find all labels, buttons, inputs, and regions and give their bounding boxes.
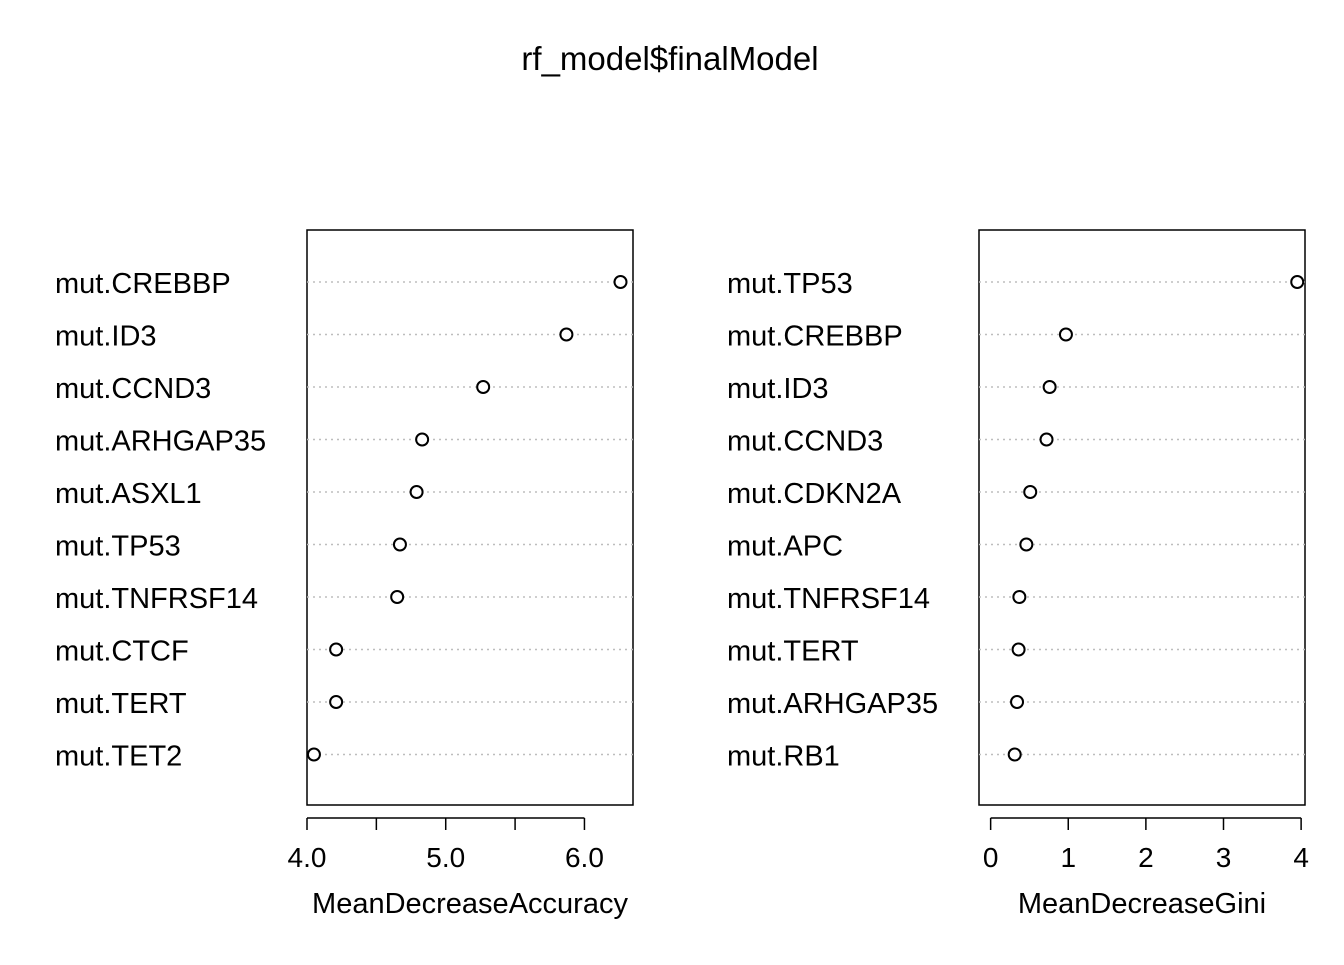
gini-data-point [1019, 537, 1034, 552]
accuracy-x-tick-label: 6.0 [565, 842, 604, 873]
gini-data-point [1010, 695, 1025, 709]
accuracy-data-point [476, 380, 491, 394]
accuracy-data-point [329, 695, 344, 709]
accuracy-plot-frame [306, 229, 634, 806]
gini-data-point [1058, 327, 1073, 342]
accuracy-category-label: mut.CREBBP [55, 268, 231, 300]
gini-data-point [1023, 485, 1038, 499]
gini-x-tick-label: 1 [1060, 842, 1076, 873]
gini-data-point [1290, 275, 1305, 289]
gini-x-tick-label: 4 [1293, 842, 1309, 873]
gini-category-label: mut.ARHGAP35 [727, 688, 938, 720]
gini-category-label: mut.TERT [727, 636, 859, 668]
accuracy-category-label: mut.ASXL1 [55, 478, 202, 510]
accuracy-category-label: mut.TNFRSF14 [55, 583, 258, 615]
gini-data-point [1011, 642, 1026, 657]
gini-panel: mut.TP53 mut.CREBBP mut.ID3 mut.CCND3 mut.CD… [727, 229, 1309, 920]
gini-category-label: mut.APC [727, 531, 843, 563]
gini-data-point [1012, 590, 1027, 604]
gini-data-point [1007, 747, 1022, 762]
accuracy-x-axis-label: MeanDecreaseAccuracy [312, 888, 628, 920]
accuracy-category-label: mut.ARHGAP35 [55, 426, 266, 458]
gini-category-label: mut.TP53 [727, 268, 853, 300]
accuracy-category-label: mut.ID3 [55, 321, 157, 353]
accuracy-category-label: mut.CTCF [55, 636, 189, 668]
gini-category-label: mut.TNFRSF14 [727, 583, 930, 615]
gini-x-tick-label: 2 [1138, 842, 1154, 873]
gini-x-tick-label: 0 [983, 842, 999, 873]
accuracy-category-label: mut.TERT [55, 688, 187, 720]
gini-x-axis-label: MeanDecreaseGini [1018, 888, 1266, 920]
gini-plot-frame [978, 229, 1306, 806]
gini-data-point [1039, 432, 1054, 447]
gini-category-label: mut.RB1 [727, 741, 840, 773]
gini-category-label: mut.CCND3 [727, 426, 883, 458]
accuracy-data-point [390, 590, 405, 604]
accuracy-category-label: mut.CCND3 [55, 373, 211, 405]
accuracy-x-tick-label: 4.0 [288, 842, 327, 873]
accuracy-data-point [392, 537, 407, 552]
gini-category-label: mut.ID3 [727, 373, 829, 405]
gini-category-label: mut.CREBBP [727, 321, 903, 353]
accuracy-category-label: mut.TP53 [55, 531, 181, 563]
chart-title: rf_model$finalModel [521, 40, 818, 77]
gini-x-tick-label: 3 [1216, 842, 1232, 873]
accuracy-category-label: mut.TET2 [55, 741, 182, 773]
accuracy-data-point [613, 275, 628, 289]
accuracy-data-point [559, 327, 574, 342]
accuracy-x-tick-label: 5.0 [426, 842, 465, 873]
accuracy-data-point [415, 432, 430, 447]
gini-category-label: mut.CDKN2A [727, 478, 902, 510]
accuracy-data-point [329, 642, 344, 657]
accuracy-data-point [409, 485, 424, 499]
accuracy-data-point [306, 747, 321, 762]
accuracy-panel: mut.CREBBP mut.ID3 mut.CCND3 mut.ARHGAP35 mu… [55, 229, 634, 920]
gini-data-point [1042, 380, 1057, 394]
